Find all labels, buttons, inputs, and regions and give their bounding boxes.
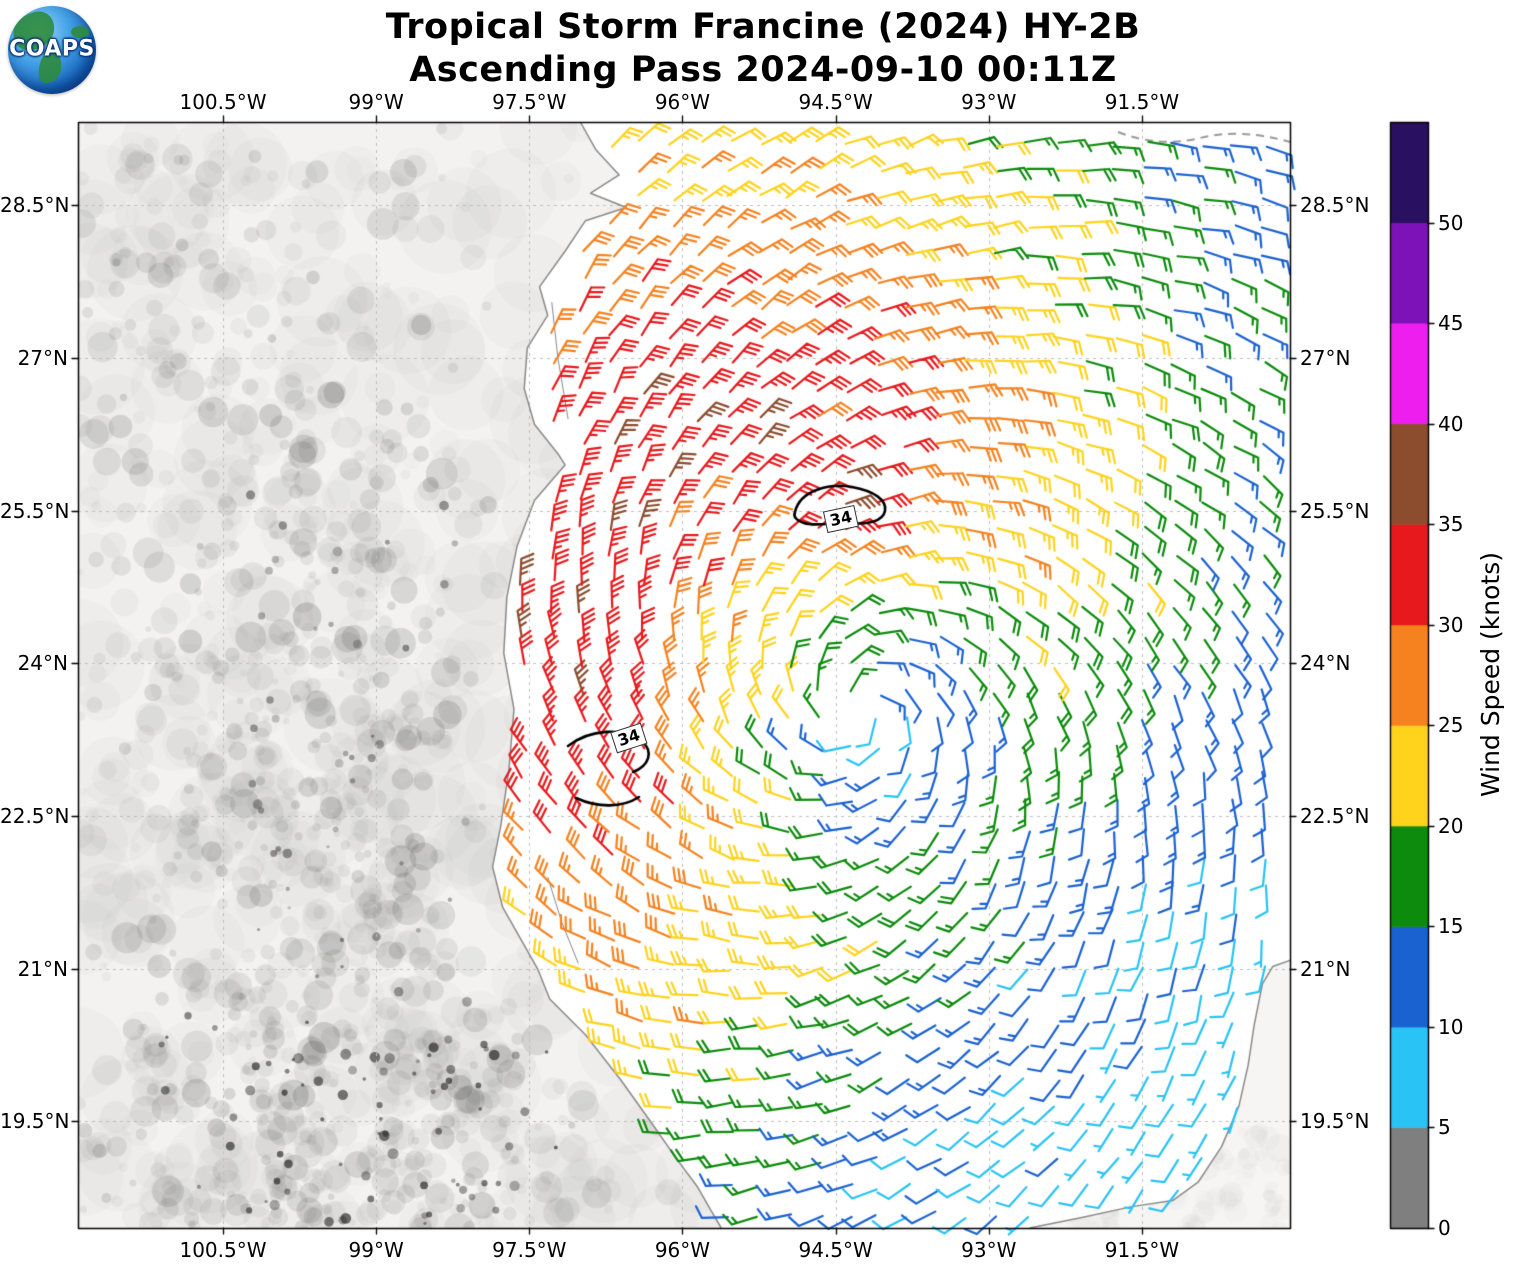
title-line-1: Tropical Storm Francine (2024) HY-2B	[385, 7, 1141, 47]
colorbar-axis-label: Wind Speed (knots)	[1462, 122, 1518, 1228]
title-line-2: Ascending Pass 2024-09-10 00:11Z	[409, 49, 1117, 90]
colorbar-label-text: Wind Speed (knots)	[1475, 552, 1505, 798]
globe-land-shape	[71, 26, 89, 38]
logo-text: COAPS	[9, 36, 95, 62]
globe-icon: COAPS	[8, 6, 96, 94]
plot-title: Tropical Storm Francine (2024) HY-2B Asc…	[0, 6, 1526, 91]
coaps-logo: COAPS	[8, 6, 96, 94]
